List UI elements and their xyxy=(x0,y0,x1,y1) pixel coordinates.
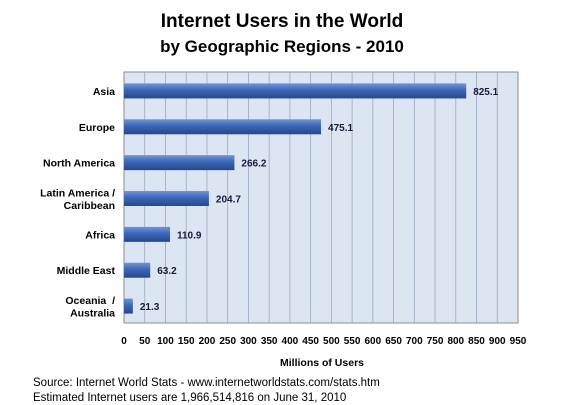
bar xyxy=(124,191,209,206)
category-labels: Asia Europe North America Latin America /Ca… xyxy=(40,86,115,319)
x-tick-label: 400 xyxy=(282,336,299,347)
data-label: 825.1 xyxy=(473,87,498,98)
data-label: 204.7 xyxy=(216,195,241,206)
x-tick-label: 200 xyxy=(199,336,216,347)
data-label: 63.2 xyxy=(157,266,177,277)
x-tick-label: 450 xyxy=(302,336,319,347)
chart-title: Internet Users in the World xyxy=(161,11,403,32)
x-tick-label: 50 xyxy=(139,336,151,347)
source-note: Source: Internet World Stats - www.inter… xyxy=(33,377,380,389)
x-tick-label: 250 xyxy=(219,336,236,347)
x-tick-label: 500 xyxy=(323,336,340,347)
x-tick-label: 300 xyxy=(240,336,257,347)
x-tick-label: 850 xyxy=(468,336,485,347)
x-tick-label: 700 xyxy=(406,336,423,347)
gridlines xyxy=(144,72,498,323)
data-label: 110.9 xyxy=(177,230,202,241)
x-tick-label: 150 xyxy=(178,336,195,347)
data-labels: 825.1 475.1 266.2 204.7 110.9 63.2 21.3 xyxy=(140,87,499,313)
x-tick-label: 0 xyxy=(121,336,127,347)
x-axis-label: Millions of Users xyxy=(280,357,364,369)
bar xyxy=(124,226,170,242)
x-tick-label: 950 xyxy=(510,336,527,347)
x-tick-label: 800 xyxy=(447,336,464,347)
users-note: Estimated Internet users are 1,966,514,8… xyxy=(33,392,347,404)
data-label: 266.2 xyxy=(241,159,266,170)
bar xyxy=(124,155,235,171)
x-tick-label: 900 xyxy=(489,336,506,347)
chart-subtitle: by Geographic Regions - 2010 xyxy=(160,37,404,56)
x-tick-label: 550 xyxy=(344,336,361,347)
category-label: Oceania / xyxy=(65,295,115,307)
category-label: Australia xyxy=(70,307,115,319)
x-tick-label: 600 xyxy=(364,336,381,347)
category-label: Middle East xyxy=(57,265,116,277)
data-label: 475.1 xyxy=(328,123,353,134)
category-label: Latin America / xyxy=(40,187,115,199)
x-tick-label: 750 xyxy=(427,336,444,347)
category-label: Europe xyxy=(79,122,115,134)
bar xyxy=(124,298,133,314)
category-label: Caribbean xyxy=(64,200,115,212)
bar-chart: Internet Users in the World by Geographi… xyxy=(40,11,527,369)
data-label: 21.3 xyxy=(140,302,160,313)
x-tick-labels: 0 50 100 150 200 250 300 350 400 450 500 550 600 650 7… xyxy=(121,336,527,347)
category-label: Asia xyxy=(93,86,115,98)
bar xyxy=(124,83,467,99)
category-label: North America xyxy=(43,158,115,170)
bar xyxy=(124,262,151,278)
x-tick-label: 100 xyxy=(157,336,174,347)
bars xyxy=(124,83,467,314)
x-tick-label: 650 xyxy=(385,336,402,347)
category-label: Africa xyxy=(85,229,115,241)
bar xyxy=(124,119,322,135)
x-tick-label: 350 xyxy=(261,336,278,347)
